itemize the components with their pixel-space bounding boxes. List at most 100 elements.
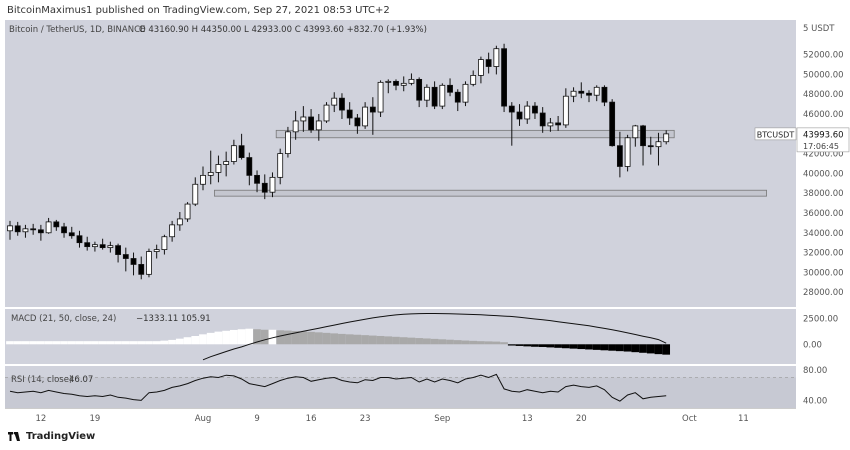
time-tick-label: 12 — [35, 414, 46, 424]
candle[interactable] — [45, 221, 52, 234]
candle[interactable] — [308, 116, 314, 131]
tradingview-logo[interactable]: TradingView — [8, 431, 95, 442]
symbol-badge[interactable] — [754, 127, 797, 141]
macd-histogram-bar — [152, 341, 161, 345]
candle[interactable] — [493, 48, 500, 67]
candle[interactable] — [200, 174, 206, 185]
candle[interactable] — [616, 145, 623, 167]
candle[interactable] — [400, 82, 407, 86]
candle[interactable] — [323, 104, 330, 122]
candle[interactable] — [7, 225, 13, 232]
candle[interactable] — [416, 78, 423, 101]
candle[interactable] — [99, 244, 106, 249]
candle[interactable] — [454, 91, 461, 103]
candle[interactable] — [161, 236, 168, 250]
candle[interactable] — [223, 161, 230, 165]
candle[interactable] — [562, 95, 569, 126]
macd-pane[interactable] — [5, 309, 796, 364]
candle[interactable] — [478, 59, 484, 76]
candle[interactable] — [238, 145, 245, 158]
price-pane[interactable] — [5, 20, 796, 307]
candle[interactable] — [362, 106, 369, 127]
last-price-badge[interactable] — [796, 127, 850, 153]
candle[interactable] — [215, 164, 222, 173]
candle[interactable] — [524, 105, 531, 120]
candle[interactable] — [640, 125, 646, 147]
candle[interactable] — [423, 86, 430, 101]
candle[interactable] — [632, 125, 639, 139]
candle[interactable] — [315, 120, 322, 131]
candle[interactable] — [261, 182, 268, 193]
candle[interactable] — [663, 133, 670, 143]
candle[interactable] — [501, 48, 507, 107]
candle[interactable] — [254, 174, 260, 184]
candle[interactable] — [22, 228, 29, 233]
macd-histogram-bar — [253, 329, 261, 345]
candle[interactable] — [393, 80, 399, 86]
candle[interactable] — [14, 225, 21, 233]
candle[interactable] — [84, 242, 91, 248]
candle[interactable] — [76, 235, 83, 244]
candle[interactable] — [601, 86, 608, 103]
candle[interactable] — [207, 172, 214, 176]
candle[interactable] — [447, 84, 453, 93]
candle[interactable] — [354, 117, 361, 127]
price-tick-label: 48000.00 — [803, 90, 844, 100]
candle[interactable] — [408, 78, 415, 84]
candle[interactable] — [92, 244, 98, 248]
candle[interactable] — [532, 105, 538, 114]
candle[interactable] — [470, 75, 477, 85]
candle[interactable] — [115, 245, 121, 255]
candle[interactable] — [53, 221, 60, 228]
candle[interactable] — [385, 80, 392, 83]
macd-histogram-bar — [615, 344, 624, 352]
candle[interactable] — [300, 116, 307, 122]
candle[interactable] — [184, 203, 191, 220]
candle[interactable] — [624, 137, 631, 167]
support-zone[interactable] — [214, 189, 767, 197]
candle[interactable] — [439, 84, 446, 107]
candle[interactable] — [107, 245, 114, 249]
candle[interactable] — [570, 90, 577, 97]
candle[interactable] — [369, 106, 376, 113]
candle[interactable] — [547, 122, 554, 127]
candle[interactable] — [346, 109, 353, 119]
candle[interactable] — [285, 131, 291, 155]
candle[interactable] — [277, 153, 284, 178]
candle[interactable] — [331, 97, 338, 106]
candle[interactable] — [377, 81, 384, 113]
candle[interactable] — [122, 254, 129, 259]
candle[interactable] — [138, 264, 145, 275]
candle[interactable] — [37, 229, 44, 234]
candle[interactable] — [153, 249, 160, 252]
candle[interactable] — [61, 226, 67, 234]
candle[interactable] — [68, 232, 75, 237]
candle[interactable] — [431, 86, 438, 107]
candle[interactable] — [578, 90, 585, 94]
candle[interactable] — [130, 258, 137, 265]
candle[interactable] — [292, 120, 299, 133]
candle[interactable] — [169, 224, 176, 238]
candle[interactable] — [516, 111, 523, 120]
candle[interactable] — [176, 218, 183, 226]
candle[interactable] — [655, 141, 662, 148]
candle[interactable] — [462, 83, 469, 103]
support-zone[interactable] — [275, 129, 675, 139]
candle[interactable] — [230, 145, 237, 162]
candle[interactable] — [539, 112, 546, 127]
candle[interactable] — [246, 157, 253, 176]
candle[interactable] — [609, 101, 616, 147]
candle[interactable] — [593, 86, 600, 96]
candle[interactable] — [586, 92, 592, 96]
candle[interactable] — [146, 251, 152, 275]
candle[interactable] — [30, 228, 37, 231]
candle[interactable] — [192, 183, 199, 205]
candle[interactable] — [339, 97, 345, 111]
candle[interactable] — [647, 145, 654, 148]
candle[interactable] — [555, 122, 562, 126]
price-axis[interactable] — [796, 20, 850, 408]
candle[interactable] — [508, 105, 515, 113]
candle[interactable] — [485, 59, 492, 67]
candle[interactable] — [269, 176, 276, 193]
